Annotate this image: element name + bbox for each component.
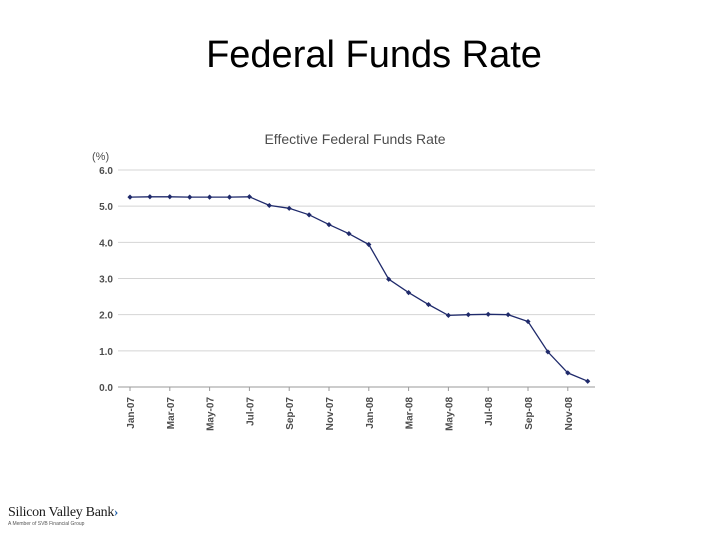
data-point-Sep-07 <box>286 205 292 211</box>
x-tick-label: Jul-08 <box>484 397 495 426</box>
x-tick-label: Jul-07 <box>245 397 256 426</box>
data-point-Jun-08 <box>465 312 471 318</box>
x-tick-label: Nov-08 <box>564 397 575 431</box>
logo-wordmark: Silicon Valley Bank› <box>8 504 118 521</box>
data-point-Sep-08 <box>525 318 531 325</box>
y-tick-labels: 0.0 1.0 2.0 3.0 4.0 5.0 6.0 <box>99 166 113 394</box>
y-tick-label: 2.0 <box>99 311 113 322</box>
data-point-Jul-07 <box>246 194 252 200</box>
data-point-Feb-07 <box>147 194 153 200</box>
data-point-Jun-07 <box>226 194 233 200</box>
series-line <box>129 196 588 382</box>
x-tick-labels: Jan-07 Mar-07 May-07 Jul-07 Sep-07 Nov-07 Jan-… <box>126 397 575 431</box>
data-point-Apr-08 <box>425 301 432 308</box>
x-tick-label: Nov-07 <box>325 397 336 431</box>
x-tick-label: May-07 <box>206 397 217 431</box>
data-point-Jan-08 <box>366 241 372 248</box>
x-tick-label: Jan-08 <box>365 397 376 429</box>
logo-tagline: A Member of SVB Financial Group <box>8 521 85 527</box>
chart-title: Effective Federal Funds Rate <box>264 131 445 147</box>
logo-name-text: Silicon Valley Bank <box>8 505 115 520</box>
x-tick-label: Mar-07 <box>166 397 177 430</box>
data-point-Mar-08 <box>406 290 412 296</box>
y-axis-unit: (%) <box>92 151 109 163</box>
data-point-Oct-07 <box>306 212 312 218</box>
y-tick-label: 3.0 <box>99 275 113 286</box>
y-tick-label: 1.0 <box>99 347 113 358</box>
y-tick-label: 0.0 <box>99 383 113 394</box>
data-point-Nov-07 <box>326 222 332 228</box>
x-tick-label: May-08 <box>444 397 455 431</box>
x-tick-label: Sep-07 <box>285 397 296 430</box>
data-point-Oct-08 <box>545 349 551 355</box>
data-point-Mar-07 <box>167 194 173 200</box>
data-point-Apr-07 <box>187 194 193 200</box>
series-layer <box>127 194 591 384</box>
logo-chevron-icon: › <box>114 504 119 519</box>
data-point-May-08 <box>445 312 451 318</box>
x-tick-label: Jan-07 <box>126 397 137 429</box>
grid-layer <box>118 169 595 388</box>
silicon-valley-bank-logo: Silicon Valley Bank› A Member of SVB Fin… <box>8 504 118 527</box>
data-point-Jul-08 <box>485 311 491 317</box>
data-point-Feb-08 <box>386 276 392 282</box>
data-point-Jan-07 <box>127 194 133 200</box>
slide-title: Federal Funds Rate <box>206 34 542 76</box>
y-tick-label: 4.0 <box>99 238 113 249</box>
x-tick-label: Sep-08 <box>524 397 535 430</box>
x-tick-label: Mar-08 <box>405 397 416 430</box>
data-point-Dec-08 <box>585 378 591 384</box>
axis-layer <box>129 387 569 391</box>
data-point-Dec-07 <box>346 231 352 237</box>
data-point-May-07 <box>207 194 213 200</box>
data-point-Aug-07 <box>266 202 272 209</box>
data-point-Nov-08 <box>565 370 571 376</box>
y-tick-label: 6.0 <box>99 166 113 177</box>
data-point-Aug-08 <box>505 312 511 318</box>
y-tick-label: 5.0 <box>99 202 113 213</box>
